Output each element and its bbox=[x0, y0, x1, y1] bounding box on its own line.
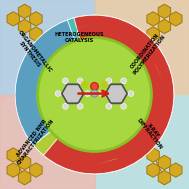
Polygon shape bbox=[158, 19, 171, 34]
Circle shape bbox=[37, 37, 152, 152]
Circle shape bbox=[91, 83, 98, 90]
Polygon shape bbox=[7, 163, 19, 177]
Bar bbox=[94, 0, 189, 94]
Bar bbox=[94, 94, 189, 189]
Polygon shape bbox=[68, 24, 90, 32]
Polygon shape bbox=[7, 12, 19, 26]
Circle shape bbox=[86, 92, 89, 95]
Text: HETEROGENEOUS
CATALYSIS: HETEROGENEOUS CATALYSIS bbox=[55, 32, 104, 43]
Wedge shape bbox=[109, 61, 174, 171]
Circle shape bbox=[121, 104, 126, 109]
Text: ORGANOMETALLIC
SYNTHESIS: ORGANOMETALLIC SYNTHESIS bbox=[12, 29, 52, 77]
Circle shape bbox=[63, 78, 68, 83]
Polygon shape bbox=[7, 148, 19, 162]
Text: X-RAY
DIFFRACTION: X-RAY DIFFRACTION bbox=[135, 114, 167, 151]
Circle shape bbox=[100, 92, 103, 95]
Bar bbox=[0, 94, 94, 189]
Circle shape bbox=[107, 105, 111, 108]
Polygon shape bbox=[154, 63, 164, 84]
Circle shape bbox=[56, 91, 60, 96]
Polygon shape bbox=[158, 4, 171, 19]
Wedge shape bbox=[15, 18, 80, 146]
Polygon shape bbox=[158, 170, 171, 185]
Polygon shape bbox=[147, 12, 159, 26]
Circle shape bbox=[64, 105, 67, 108]
Polygon shape bbox=[170, 12, 182, 26]
Wedge shape bbox=[43, 15, 174, 174]
Circle shape bbox=[106, 78, 111, 83]
Circle shape bbox=[82, 81, 88, 88]
Polygon shape bbox=[30, 123, 45, 140]
Bar bbox=[0, 0, 94, 94]
Polygon shape bbox=[147, 27, 159, 41]
Circle shape bbox=[92, 91, 97, 96]
Circle shape bbox=[121, 78, 126, 83]
Polygon shape bbox=[18, 4, 31, 19]
Circle shape bbox=[64, 79, 67, 83]
Circle shape bbox=[85, 91, 90, 96]
Circle shape bbox=[78, 79, 82, 83]
Polygon shape bbox=[30, 12, 42, 26]
Circle shape bbox=[63, 104, 68, 109]
Circle shape bbox=[129, 91, 133, 96]
Circle shape bbox=[107, 79, 111, 83]
Circle shape bbox=[101, 81, 107, 88]
Polygon shape bbox=[74, 24, 96, 30]
Circle shape bbox=[78, 78, 83, 83]
Polygon shape bbox=[147, 163, 159, 177]
Circle shape bbox=[78, 104, 83, 109]
Polygon shape bbox=[18, 19, 31, 34]
Circle shape bbox=[122, 79, 125, 83]
Circle shape bbox=[91, 90, 98, 97]
Text: COORDINATION
POLYMERIZATION: COORDINATION POLYMERIZATION bbox=[128, 30, 167, 76]
Wedge shape bbox=[67, 15, 169, 75]
Circle shape bbox=[40, 40, 149, 149]
Polygon shape bbox=[30, 27, 42, 41]
Polygon shape bbox=[170, 163, 182, 177]
Polygon shape bbox=[18, 170, 31, 185]
Circle shape bbox=[99, 91, 104, 96]
Circle shape bbox=[56, 92, 60, 95]
Polygon shape bbox=[158, 155, 171, 170]
Polygon shape bbox=[97, 158, 119, 165]
Text: ADVANCED NMR
CHARACTERIZATION: ADVANCED NMR CHARACTERIZATION bbox=[12, 114, 56, 165]
Wedge shape bbox=[34, 131, 119, 174]
Polygon shape bbox=[62, 84, 84, 103]
Polygon shape bbox=[18, 155, 31, 170]
Circle shape bbox=[129, 92, 133, 95]
Circle shape bbox=[78, 105, 82, 108]
Circle shape bbox=[122, 105, 125, 108]
Polygon shape bbox=[147, 148, 159, 162]
Circle shape bbox=[92, 84, 97, 89]
Polygon shape bbox=[30, 163, 42, 177]
Circle shape bbox=[106, 104, 111, 109]
Polygon shape bbox=[105, 84, 127, 103]
